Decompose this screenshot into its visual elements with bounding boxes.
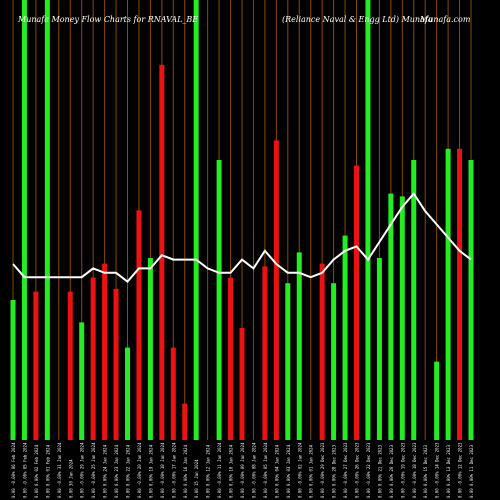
x-tick-label: 0.00 30 Jan 2024 xyxy=(68,459,73,498)
x-tick-label: 0.00 0.00% 01 Jan 2024 xyxy=(309,444,314,498)
bar-14-dec-2023 xyxy=(434,361,440,440)
x-tick-label: 0.00 -0.00% 09 Jan 2024 xyxy=(240,442,245,498)
bar-18-jan-2024 xyxy=(159,64,165,441)
x-tick-label: 0.00 -0.00% 02 Jan 2024 xyxy=(297,442,302,498)
x-tick-label: 0.00 0.00% 03 Jan 2024 xyxy=(286,444,291,498)
x-tick-label: 0.00 0.00% 10 Jan 2024 xyxy=(229,444,234,498)
bar-18-dec-2023 xyxy=(411,160,417,440)
x-tick-label: 0.00 -0.00% 05 Jan 2024 xyxy=(263,442,268,498)
x-tick-label: 0.00 -0.00% 18 Jan 2024 xyxy=(160,442,165,498)
x-tick-label: 0.00 -0.00% 08 Jan 2024 xyxy=(251,442,256,498)
bar-05-feb-2024 xyxy=(21,0,27,440)
bar-29-jan-2024 xyxy=(79,322,85,440)
bar-20-jan-2024 xyxy=(136,210,142,440)
x-tick-label: 0.00 -0.00% 11 Jan 2024 xyxy=(217,442,222,498)
x-tick-label: 0.00 -0.00% 14 Dec 2023 xyxy=(435,442,440,498)
x-tick-label: 0.00 -0.00% 19 Dec 2023 xyxy=(400,442,405,498)
x-tick-label: 0.00 0.00% 23 Jan 2024 xyxy=(114,444,119,498)
bar-19-dec-2023 xyxy=(399,196,405,440)
x-tick-label: 0.00 0.00% 02 Feb 2024 xyxy=(34,444,39,498)
bar-04-jan-2024 xyxy=(273,140,279,440)
x-tick-label: 0.00 15 Jan 2024 xyxy=(194,459,199,498)
x-tick-label: 0.00 0.00% 12 Jan 2024 xyxy=(206,444,211,498)
x-tick-label: 0.00 -0.00% 18 Dec 2023 xyxy=(412,442,417,498)
bar-02-feb-2024 xyxy=(33,291,39,440)
x-tick-label: 0.00 0.00% 20 Dec 2023 xyxy=(389,444,394,498)
x-tick-label: 0.00 -0.00% 27 Dec 2023 xyxy=(343,442,348,498)
bar-01-feb-2024 xyxy=(44,0,50,440)
x-tick-label: 0.00 0.00% 28 Dec 2023 xyxy=(332,444,337,498)
bar-24-jan-2024 xyxy=(102,263,108,440)
x-tick-label: 0.00 -0.00% 22 Dec 2023 xyxy=(366,442,371,498)
x-tick-label: 0.00 0.00% 21 Dec 2023 xyxy=(377,444,382,498)
bar-11-dec-2023 xyxy=(468,160,474,440)
bar-13-dec-2023 xyxy=(445,148,451,441)
chart-title-right: (Reliance Naval & Engg Ltd) Munafa xyxy=(282,15,433,24)
bar-28-dec-2023 xyxy=(331,283,337,440)
x-tick-label: 0.00 -0.00% 12 Dec 2023 xyxy=(458,442,463,498)
bar-11-jan-2024 xyxy=(216,160,222,440)
x-tick-label: 0.00 -0.00% 25 Jan 2024 xyxy=(91,442,96,498)
x-tick-label: 0.00 0.00% 16 Jan 2024 xyxy=(183,444,188,498)
bar-19-jan-2024 xyxy=(147,258,153,440)
x-tick-label: 0.00 -0.00% 05 Feb 2024 xyxy=(22,442,27,498)
bar-21-dec-2023 xyxy=(376,258,382,440)
bar-22-jan-2024 xyxy=(125,347,130,440)
x-tick-label: 0.00 -0.00% 06 Feb 2024 xyxy=(11,442,16,498)
bar-05-jan-2024 xyxy=(262,266,268,440)
bar-30-jan-2024 xyxy=(67,291,73,440)
bars-group xyxy=(10,0,474,441)
x-tick-label: 0.00 0.00% 22 Jan 2024 xyxy=(126,444,131,498)
bar-10-jan-2024 xyxy=(228,277,234,440)
x-tick-label: 0.00 -0.00% 31 Jan 2024 xyxy=(57,442,62,498)
chart-title-site: Munafa.com xyxy=(419,15,471,24)
x-tick-label: 0.00 -0.00% 17 Jan 2024 xyxy=(171,442,176,498)
x-tick-label: 0.00 -0.00% 26 Dec 2023 xyxy=(355,442,360,498)
x-tick-label: 0.00 0.00% 15 Dec 2023 xyxy=(423,444,428,498)
bar-26-dec-2023 xyxy=(354,165,359,440)
bar-29-dec-2023 xyxy=(319,263,325,440)
x-tick-label: 0.00 0.00% 13 Dec 2023 xyxy=(446,444,451,498)
bar-15-jan-2024 xyxy=(193,0,199,440)
x-tick-label: 0.00 0.00% 04 Jan 2024 xyxy=(274,444,279,498)
bar-23-jan-2024 xyxy=(113,288,119,440)
x-tick-label: 0.00 0.00% 19 Jan 2024 xyxy=(148,444,153,498)
x-tick-labels: 0.00 -0.00% 06 Feb 2024 0.00 -0.00% 05 Fe… xyxy=(11,442,474,498)
x-tick-label: 0.00 -0.00% 29 Jan 2024 xyxy=(80,442,85,498)
chart-title-left: Munafa Money Flow Charts for RNAVAL_BE xyxy=(17,15,198,24)
bar-16-jan-2024 xyxy=(182,403,188,440)
flow-line xyxy=(12,191,472,283)
x-tick-label: 0.00 -0.00% 29 Dec 2023 xyxy=(320,442,325,498)
bar-20-dec-2023 xyxy=(388,193,394,440)
bar-22-dec-2023 xyxy=(365,0,371,440)
line-group xyxy=(12,191,472,283)
x-tick-label: 0.00 0.00% 24 Jan 2024 xyxy=(103,444,108,498)
bar-09-jan-2024 xyxy=(239,328,245,440)
x-tick-label: 0.00 0.00% 11 Dec 2023 xyxy=(469,444,474,498)
bar-03-jan-2024 xyxy=(285,283,291,440)
bar-06-feb-2024 xyxy=(10,300,16,440)
bar-12-dec-2023 xyxy=(457,148,463,441)
bar-17-jan-2024 xyxy=(170,347,176,440)
x-tick-label: 0.00 0.00% 01 Feb 2024 xyxy=(45,444,50,498)
bar-27-dec-2023 xyxy=(342,235,348,440)
bar-25-jan-2024 xyxy=(90,277,96,440)
x-tick-label: 0.00 -0.00% 20 Jan 2024 xyxy=(137,442,142,498)
bar-02-jan-2024 xyxy=(296,252,302,440)
